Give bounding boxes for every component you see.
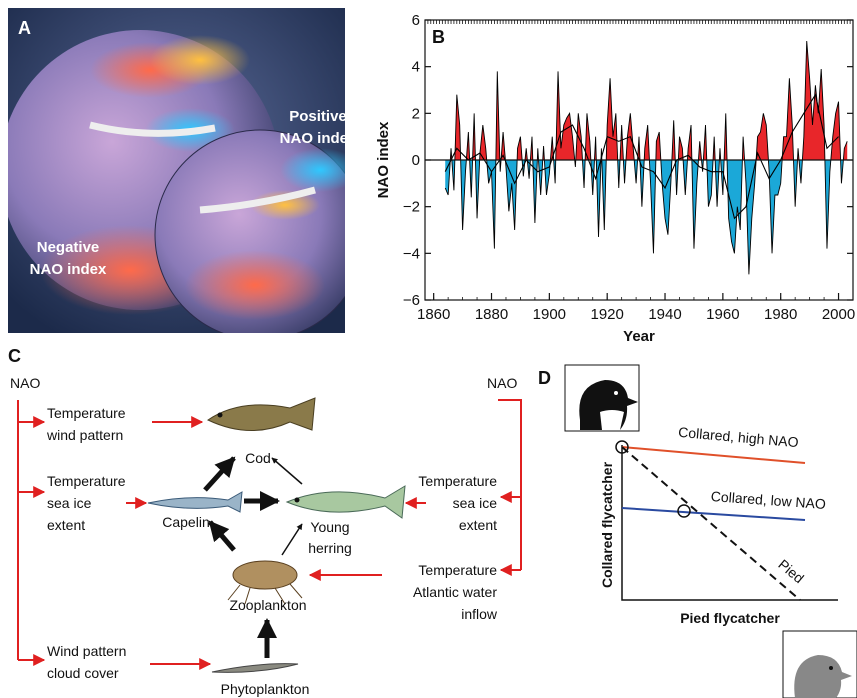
- driver-label: cloud cover: [47, 665, 119, 681]
- driver-label: NAO: [487, 375, 517, 391]
- y-tick-label: −6: [403, 292, 420, 309]
- annotation: Positive: [289, 108, 347, 125]
- x-tick-label: 1880: [475, 306, 508, 323]
- arrow: [210, 522, 234, 550]
- driver-label: extent: [47, 517, 85, 533]
- y-axis-label: NAO index: [375, 121, 392, 198]
- pressure-zone: [185, 250, 325, 320]
- capelin-icon: [148, 492, 242, 512]
- panel-a: A Positive NAO index Negative NAO index: [0, 8, 365, 340]
- driver-label: Atlantic water: [413, 584, 497, 600]
- panel-letter: C: [8, 346, 21, 366]
- driver-label: Temperature: [47, 405, 126, 421]
- driver-label: wind pattern: [46, 427, 123, 443]
- figure: A Positive NAO index Negative NAO index …: [0, 0, 857, 698]
- x-tick-label: 2000: [822, 306, 855, 323]
- species-label: Zooplankton: [229, 597, 306, 613]
- trend-line: [622, 447, 800, 600]
- driver-label: inflow: [461, 606, 498, 622]
- species-label: Cod: [245, 450, 271, 466]
- herring-icon: [287, 486, 405, 518]
- arrow: [282, 524, 302, 555]
- axis: [622, 445, 838, 600]
- trend-line: [622, 508, 805, 520]
- x-tick-label: 1900: [533, 306, 566, 323]
- species-label: herring: [308, 540, 352, 556]
- panel-b: B NAO index Year 1860 1880 1900 1920 1940 196…: [375, 12, 855, 345]
- driver-label: sea ice: [453, 495, 498, 511]
- species-label: Young: [310, 519, 349, 535]
- driver-label: Temperature: [47, 473, 126, 489]
- x-tick-label: 1960: [706, 306, 739, 323]
- species-label: Phytoplankton: [221, 681, 310, 697]
- x-tick-label: 1920: [591, 306, 624, 323]
- collared-bird-icon: [565, 365, 639, 431]
- pied-bird-icon: [783, 631, 857, 698]
- driver-label: Temperature: [418, 473, 497, 489]
- species-label: Capelin: [162, 514, 209, 530]
- y-tick-label: −4: [403, 245, 420, 262]
- driver-label: sea ice: [47, 495, 92, 511]
- annotation: Negative: [37, 239, 100, 256]
- x-tick-label: 1940: [648, 306, 681, 323]
- y-tick-label: 2: [412, 105, 420, 122]
- x-tick-label: 1980: [764, 306, 797, 323]
- panel-c: C NAO NAO Temperature wind pattern Tempe…: [8, 346, 521, 697]
- driver-label: Wind pattern: [47, 643, 126, 659]
- y-tick-label: 6: [412, 12, 420, 29]
- y-tick-label: 0: [412, 152, 420, 169]
- panel-letter: B: [432, 27, 445, 47]
- line-label: Pied: [775, 556, 807, 586]
- panel-letter: D: [538, 368, 551, 388]
- annotation: NAO index: [280, 130, 357, 147]
- line-label: Collared, high NAO: [678, 424, 800, 450]
- y-tick-label: 4: [412, 59, 420, 76]
- driver-label: Temperature: [418, 562, 497, 578]
- phytoplankton-icon: [212, 664, 298, 673]
- connector: [498, 400, 521, 570]
- pressure-zone: [150, 35, 250, 85]
- line-label: Collared, low NAO: [710, 488, 826, 512]
- arrow: [205, 458, 234, 490]
- annotation: NAO index: [30, 261, 107, 278]
- x-axis-label: Year: [623, 328, 655, 345]
- panel-d: D Collared flycatcher Pied flycatcher Co…: [538, 365, 857, 698]
- pressure-zone: [280, 148, 360, 192]
- driver-label: NAO: [10, 375, 40, 391]
- trend-line: [622, 447, 805, 463]
- x-axis-label: Pied flycatcher: [680, 610, 780, 626]
- y-axis-label: Collared flycatcher: [599, 461, 615, 588]
- driver-label: extent: [459, 517, 497, 533]
- panel-letter: A: [18, 18, 31, 38]
- y-tick-label: −2: [403, 199, 420, 216]
- arrow: [272, 458, 302, 484]
- cod-icon: [208, 398, 315, 431]
- x-tick-label: 1860: [417, 306, 450, 323]
